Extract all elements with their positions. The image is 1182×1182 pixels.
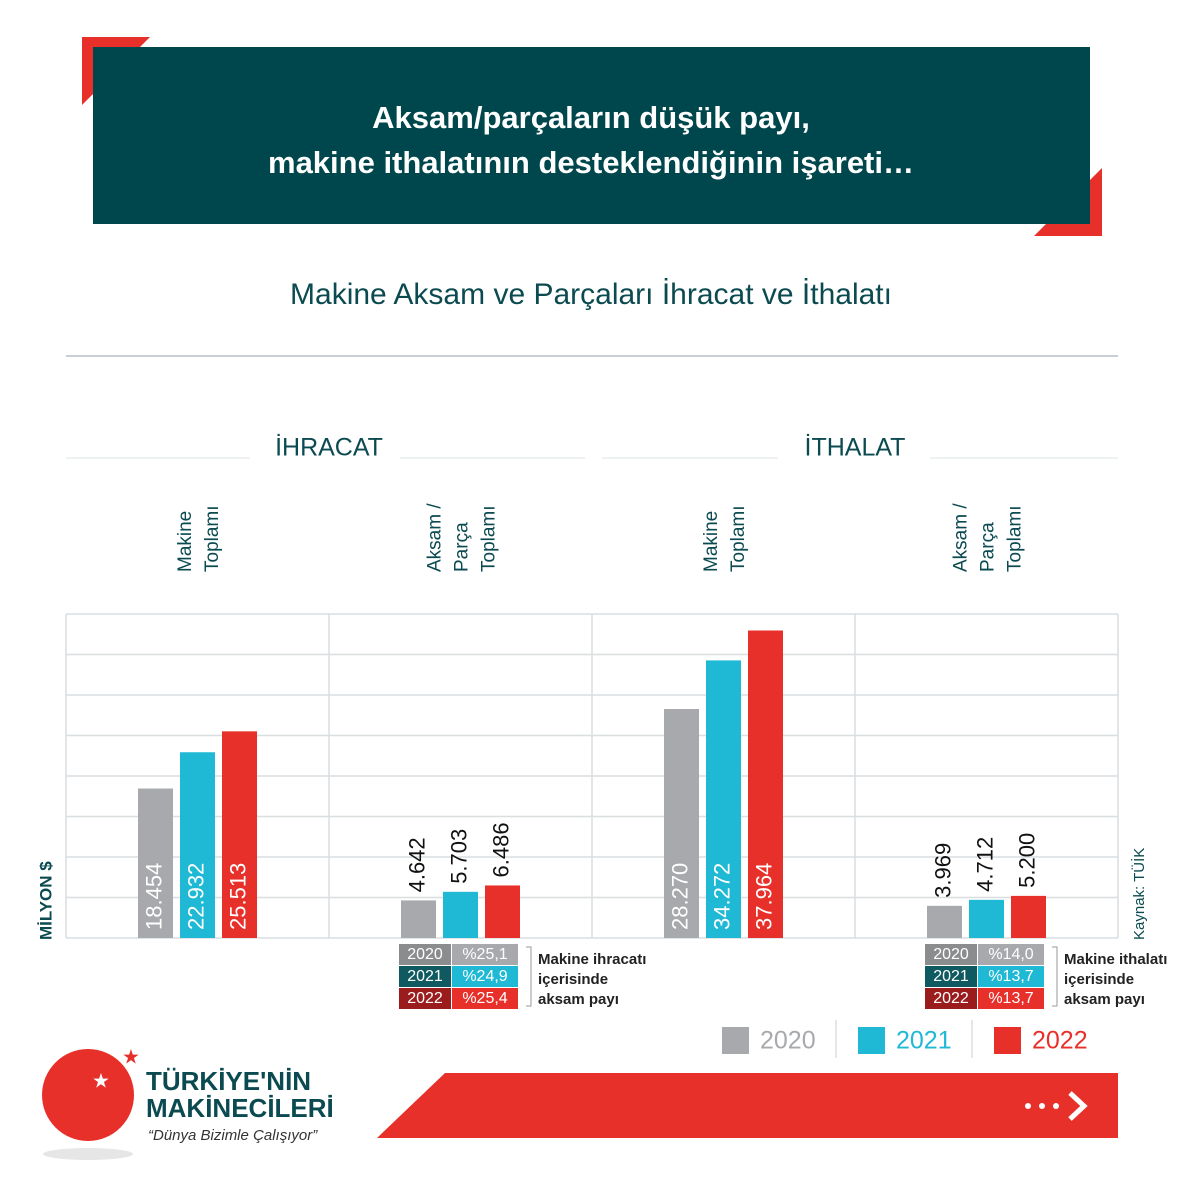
share-note: aksam payı bbox=[1064, 991, 1145, 1008]
value-label: 5.703 bbox=[446, 829, 471, 884]
value-label: 4.642 bbox=[404, 837, 429, 892]
section-label: İHRACAT bbox=[275, 433, 383, 462]
bar bbox=[222, 731, 257, 938]
share-value-cell bbox=[978, 988, 1044, 1009]
bar bbox=[138, 788, 173, 938]
share-value-cell bbox=[978, 944, 1044, 965]
bar bbox=[969, 899, 1004, 938]
brand: MAKİNECİLERİ bbox=[146, 1093, 334, 1123]
category-label: Aksam / bbox=[951, 503, 972, 572]
share-year: 2022 bbox=[933, 990, 969, 1007]
bracket bbox=[526, 946, 532, 1007]
share-year-cell bbox=[925, 988, 977, 1009]
share-year-cell bbox=[399, 988, 451, 1009]
category-label: Makine bbox=[701, 511, 722, 572]
share-year-cell bbox=[399, 944, 451, 965]
share-value: %25,1 bbox=[462, 946, 507, 963]
share-value: %13,7 bbox=[988, 990, 1033, 1007]
share-year: 2022 bbox=[407, 990, 443, 1007]
bar bbox=[1011, 895, 1046, 938]
legend-label: 2022 bbox=[1032, 1027, 1088, 1055]
legend-swatch bbox=[858, 1027, 885, 1054]
value-label: 25.513 bbox=[225, 863, 250, 930]
y-axis-label: MİLYON $ bbox=[36, 861, 55, 940]
category-label: Parça bbox=[452, 522, 473, 572]
chart-subtitle: Makine Aksam ve Parçaları İhracat ve İth… bbox=[290, 278, 892, 311]
bar bbox=[401, 900, 436, 938]
bar bbox=[748, 630, 783, 938]
logo-star: ★ bbox=[122, 1046, 140, 1068]
share-note: aksam payı bbox=[538, 991, 619, 1008]
share-year: 2021 bbox=[407, 968, 443, 985]
slogan: “Dünya Bizimle Çalışıyor” bbox=[148, 1127, 318, 1144]
arrow-dot bbox=[1039, 1103, 1045, 1109]
share-note: Makine ihracatı bbox=[538, 951, 646, 968]
category-label: Toplamı bbox=[202, 505, 223, 572]
logo-star: ★ bbox=[92, 1070, 110, 1092]
share-value-cell bbox=[452, 988, 518, 1009]
legend-label: 2021 bbox=[896, 1027, 952, 1055]
share-note: içerisinde bbox=[1064, 971, 1134, 988]
category-label: Aksam / bbox=[425, 503, 446, 572]
bracket bbox=[1052, 946, 1058, 1007]
logo-shadow bbox=[43, 1148, 133, 1160]
brand: TÜRKİYE'NİN bbox=[146, 1066, 311, 1096]
value-label: 4.712 bbox=[972, 837, 997, 892]
arrow-dot bbox=[1053, 1103, 1059, 1109]
logo-circle bbox=[42, 1049, 134, 1141]
share-year: 2020 bbox=[933, 946, 969, 963]
category-label: Toplamı bbox=[1005, 505, 1026, 572]
footer-band bbox=[377, 1073, 1118, 1138]
share-value: %13,7 bbox=[988, 968, 1033, 985]
share-year-cell bbox=[925, 966, 977, 987]
bar bbox=[664, 709, 699, 938]
share-year-cell bbox=[399, 966, 451, 987]
value-label: 37.964 bbox=[751, 863, 776, 930]
category-label: Parça bbox=[978, 522, 999, 572]
share-value: %14,0 bbox=[988, 946, 1033, 963]
chart-title: Aksam/parçaların düşük payı, bbox=[372, 100, 810, 135]
share-value-cell bbox=[452, 944, 518, 965]
value-label: 3.969 bbox=[930, 843, 955, 898]
category-label: Makine bbox=[175, 511, 196, 572]
share-value: %25,4 bbox=[462, 990, 507, 1007]
value-label: 18.454 bbox=[141, 863, 166, 930]
bar bbox=[927, 905, 962, 938]
legend-swatch bbox=[994, 1027, 1021, 1054]
title-banner bbox=[93, 47, 1090, 224]
bar bbox=[443, 891, 478, 938]
value-label: 22.932 bbox=[183, 863, 208, 930]
legend-swatch bbox=[722, 1027, 749, 1054]
share-value: %24,9 bbox=[462, 968, 507, 985]
value-label: 5.200 bbox=[1014, 833, 1039, 888]
value-label: 34.272 bbox=[709, 863, 734, 930]
arrow bbox=[1068, 1091, 1088, 1121]
chart-title: makine ithalatının desteklendiğinin işar… bbox=[268, 145, 914, 180]
source: Kaynak: TÜİK bbox=[1130, 848, 1148, 940]
share-value-cell bbox=[978, 966, 1044, 987]
arrow-dot bbox=[1025, 1103, 1031, 1109]
legend-label: 2020 bbox=[760, 1027, 816, 1055]
bar bbox=[706, 660, 741, 938]
share-value-cell bbox=[452, 966, 518, 987]
bar bbox=[485, 885, 520, 938]
category-label: Toplamı bbox=[479, 505, 500, 572]
share-year-cell bbox=[925, 944, 977, 965]
value-label: 6.486 bbox=[488, 822, 513, 877]
section-label: İTHALAT bbox=[805, 433, 906, 462]
bar bbox=[180, 752, 215, 938]
share-year: 2020 bbox=[407, 946, 443, 963]
share-year: 2021 bbox=[933, 968, 969, 985]
share-note: Makine ithalatı bbox=[1064, 951, 1167, 968]
category-label: Toplamı bbox=[728, 505, 749, 572]
value-label: 28.270 bbox=[667, 863, 692, 930]
share-note: içerisinde bbox=[538, 971, 608, 988]
